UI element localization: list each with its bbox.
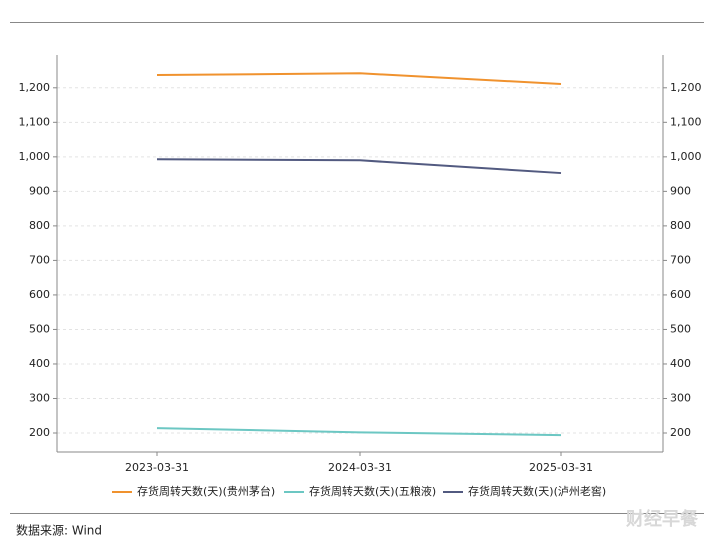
legend-label: 存货周转天数(天)(贵州茅台) (137, 484, 275, 498)
y2-tick-label: 1,200 (670, 81, 702, 94)
x-tick-label: 2023-03-31 (125, 461, 189, 474)
y-tick-label: 600 (29, 288, 50, 301)
y2-tick-label: 900 (670, 184, 691, 197)
y-tick-label: 1,200 (19, 81, 51, 94)
y2-tick-label: 500 (670, 322, 691, 335)
y2-tick-label: 300 (670, 391, 691, 404)
y-tick-label: 500 (29, 322, 50, 335)
y-tick-label: 200 (29, 426, 50, 439)
y-tick-label: 800 (29, 219, 50, 232)
y2-tick-label: 600 (670, 288, 691, 301)
y-tick-label: 1,000 (19, 150, 51, 163)
y2-tick-label: 400 (670, 357, 691, 370)
y-tick-label: 1,100 (19, 115, 51, 128)
y2-tick-label: 700 (670, 253, 691, 266)
watermark: 财经早餐 (626, 508, 699, 530)
y-tick-label: 900 (29, 184, 50, 197)
series-line (156, 158, 562, 175)
y-tick-label: 300 (29, 391, 50, 404)
legend-label: 存货周转天数(天)(五粮液) (309, 484, 436, 498)
y-tick-label: 400 (29, 357, 50, 370)
x-tick-label: 2025-03-31 (529, 461, 593, 474)
source: 数据来源: Wind (16, 523, 102, 538)
y2-tick-label: 800 (670, 219, 691, 232)
x-tick-label: 2024-03-31 (328, 461, 392, 474)
y2-tick-label: 1,000 (670, 150, 702, 163)
series-line (156, 72, 562, 85)
y2-tick-label: 200 (670, 426, 691, 439)
y-tick-label: 700 (29, 253, 50, 266)
y2-tick-label: 1,100 (670, 115, 702, 128)
legend-label: 存货周转天数(天)(泸州老窖) (468, 484, 606, 498)
series-line (156, 427, 562, 437)
